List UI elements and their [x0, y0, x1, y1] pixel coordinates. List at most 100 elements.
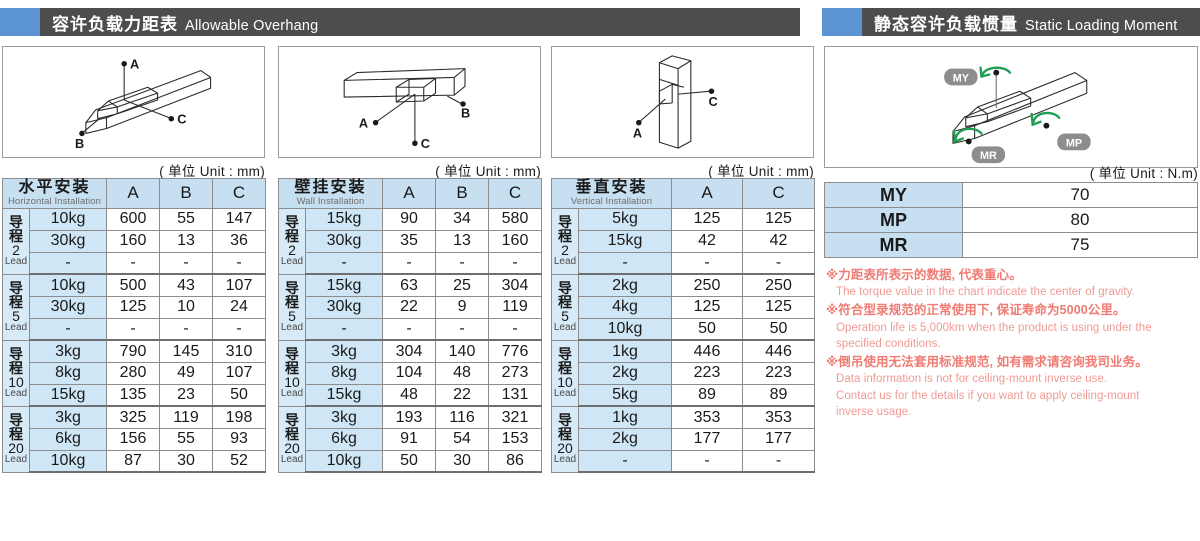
value-cell-a: -	[671, 449, 743, 474]
value-cell-b: -	[435, 251, 490, 276]
table-corner-header: 壁挂安装 Wall Installation	[277, 178, 384, 209]
table-row: 30kg 160 13 36	[3, 229, 266, 253]
lead-word: Lead	[4, 388, 28, 400]
value-cell-c: 177	[742, 427, 815, 451]
header-titles: 静态容许负载惯量 Static Loading Moment	[862, 10, 1178, 35]
lead-number: 20	[8, 440, 24, 457]
header-title-en: Static Loading Moment	[1025, 17, 1178, 34]
table-row: 30kg 22 9 119	[279, 295, 543, 319]
value-cell-c: 42	[742, 229, 815, 253]
value-cell-a: 50	[382, 449, 437, 474]
unit-caption-mm: ( 单位 Unit : mm)	[435, 164, 541, 179]
lead-label-cn: 导	[9, 214, 23, 231]
value-cell-b: 54	[435, 427, 490, 451]
value-cell-a: 223	[671, 361, 743, 385]
value-cell-a: -	[382, 251, 437, 276]
value-cell-c: 36	[212, 229, 266, 253]
column-header-c: C	[488, 178, 543, 209]
value-cell-b: 30	[159, 449, 213, 474]
value-cell-a: 63	[382, 273, 437, 297]
note-text-en: Operation life is 5,000km when the produ…	[836, 321, 1152, 334]
table-wall-installation: 壁挂安装 Wall Installation A B C 导程 2 Lead 15kg 90 34 5…	[277, 178, 543, 474]
note-text-en: Data information is not for ceiling-moun…	[836, 373, 1108, 386]
value-cell-c: 198	[212, 405, 266, 429]
load-cell: 3kg	[304, 405, 384, 429]
value-cell-c: 353	[742, 405, 815, 429]
lead-number: 10	[284, 374, 300, 391]
table-header-row: 垂直安装 Vertical Installation A C	[551, 178, 815, 209]
value-cell-a: 125	[671, 295, 743, 319]
unit-caption-mm: ( 单位 Unit : mm)	[159, 164, 265, 179]
value-cell-c: -	[742, 449, 815, 474]
table-corner-header: 水平安装 Horizontal Installation	[2, 178, 107, 209]
note-text-en: The torque value in the chart indicate t…	[836, 286, 1135, 299]
value-cell-c: 160	[488, 229, 543, 253]
load-cell: 5kg	[578, 207, 672, 231]
table-row: 6kg 91 54 153	[279, 427, 543, 451]
value-cell-a: 325	[106, 405, 160, 429]
value-cell-a: 446	[671, 339, 743, 363]
table-row: 10kg 87 30 52	[3, 449, 266, 474]
point-marker-my	[993, 69, 1000, 76]
load-cell: 6kg	[304, 427, 384, 451]
value-cell-b: 43	[159, 273, 213, 297]
value-cell-c: -	[212, 317, 266, 342]
value-cell-a: 156	[106, 427, 160, 451]
point-marker-a	[636, 119, 642, 126]
value-cell-c: -	[488, 251, 543, 276]
notes-block: ※力距表所表示的数据, 代表重心。 The torque value in the…	[826, 266, 1200, 421]
table-row: 5kg 89 89	[552, 383, 815, 408]
moment-value-mr: 75	[962, 232, 1198, 258]
lead-group-label: 导程 2 Lead	[2, 207, 30, 275]
value-cell-b: 145	[159, 339, 213, 363]
lead-label-cn: 导	[558, 214, 572, 231]
load-cell: 15kg	[304, 207, 384, 231]
load-cell: -	[578, 251, 672, 276]
note-item: ※力距表所表示的数据, 代表重心。 The torque value in the…	[826, 266, 1200, 300]
moment-label-mr: MR	[824, 232, 963, 258]
note-text-en: specified conditions.	[836, 337, 941, 350]
value-cell-c: -	[212, 251, 266, 276]
value-cell-b: 22	[435, 383, 490, 408]
value-cell-c: 50	[212, 383, 266, 408]
load-cell: 1kg	[578, 405, 672, 429]
moment-arrow-mp-icon	[1030, 111, 1061, 127]
lead-number: 5	[561, 308, 569, 325]
value-cell-c: 93	[212, 427, 266, 451]
value-cell-c: 273	[488, 361, 543, 385]
table-row: 导程 2 Lead 5kg 125 125	[551, 207, 815, 275]
lead-group-label: 导程 10 Lead	[278, 339, 306, 407]
moment-value-mp: 80	[962, 207, 1198, 233]
moment-label-mp-badge: MP	[1057, 133, 1091, 151]
value-cell-c: 50	[742, 317, 815, 342]
value-cell-b: 9	[435, 295, 490, 319]
lead-group-label: 导程 10 Lead	[551, 339, 579, 407]
value-cell-c: 446	[742, 339, 815, 363]
figure-horizontal-installation: A B C	[2, 46, 265, 158]
value-cell-a: 600	[106, 207, 160, 231]
note-text-en: inverse usage.	[836, 406, 912, 419]
table-row: 2kg 223 223	[552, 361, 815, 385]
value-cell-a: 125	[671, 207, 743, 231]
value-cell-a: 104	[382, 361, 437, 385]
corner-title-en: Wall Installation	[296, 195, 365, 207]
lead-label-cn: 导	[285, 214, 299, 231]
value-cell-b: 13	[159, 229, 213, 253]
load-cell: 15kg	[29, 383, 107, 408]
value-cell-a: 193	[382, 405, 437, 429]
value-cell-c: 125	[742, 295, 815, 319]
value-cell-b: 23	[159, 383, 213, 408]
lead-word: Lead	[4, 322, 28, 334]
lead-label-cn: 导	[9, 280, 23, 297]
table-row: 导程 5 Lead 15kg 63 25 304	[278, 273, 543, 341]
value-cell-a: 50	[671, 317, 743, 342]
moment-row: MR 75	[824, 232, 1198, 258]
value-cell-c: 107	[212, 273, 266, 297]
value-cell-c: 131	[488, 383, 543, 408]
header-titles: 容许负载力距表 Allowable Overhang	[40, 10, 318, 35]
lead-label-cn2: 程	[285, 294, 299, 311]
value-cell-c: 119	[488, 295, 543, 319]
figure-label-a: A	[130, 57, 139, 72]
load-cell: 30kg	[29, 229, 107, 253]
